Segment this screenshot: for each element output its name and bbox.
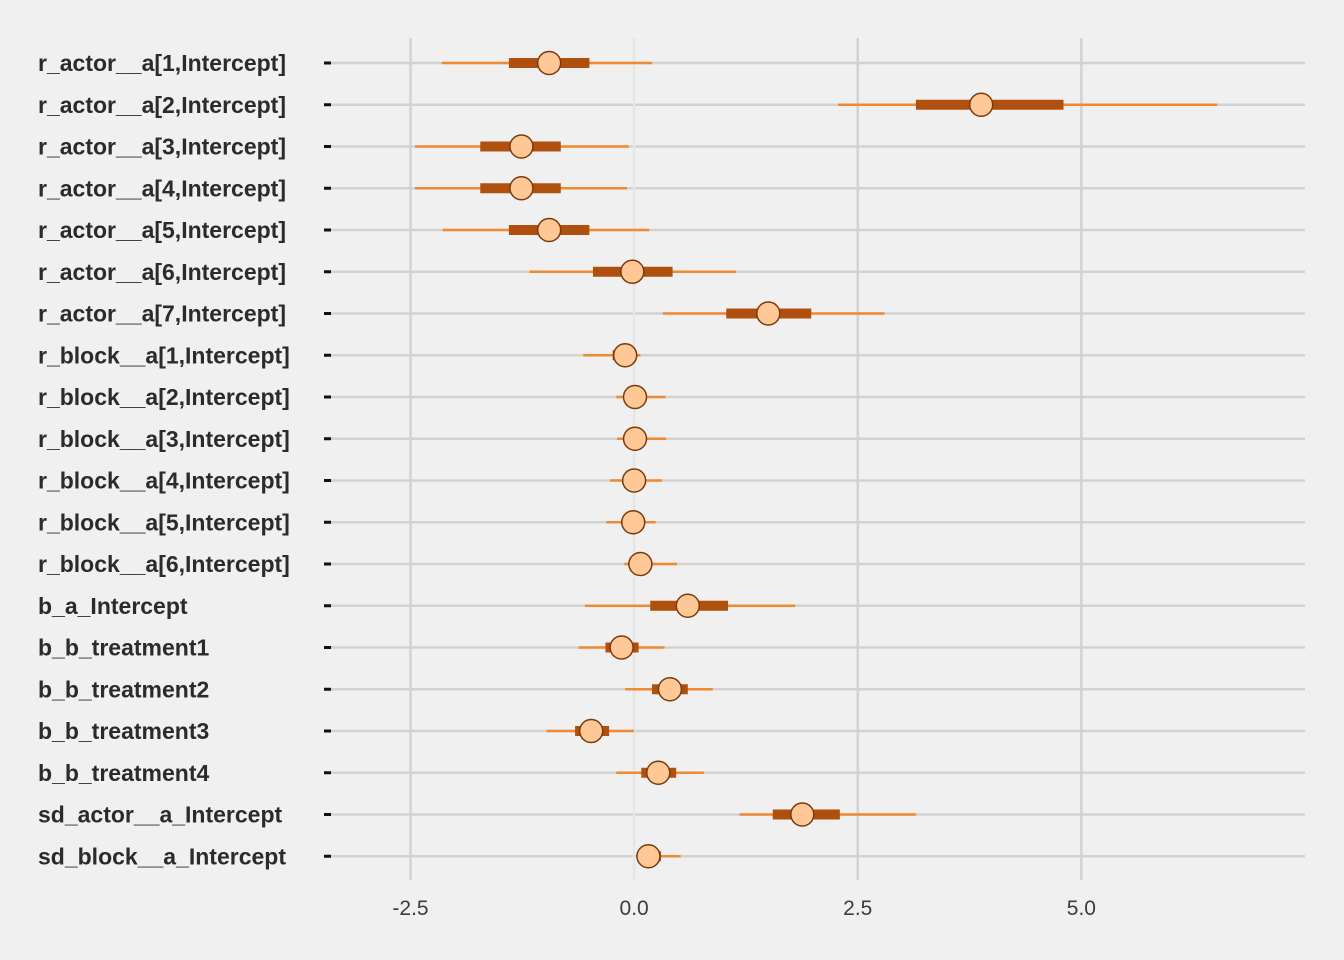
- parameter-label: sd_actor__a_Intercept: [38, 802, 283, 828]
- parameter-label: r_actor__a[3,Intercept]: [38, 134, 286, 160]
- median-point: [636, 844, 661, 869]
- parameter-label: r_actor__a[1,Intercept]: [38, 50, 286, 76]
- parameter-label: r_actor__a[5,Intercept]: [38, 217, 286, 243]
- parameter-label: r_actor__a[2,Intercept]: [38, 92, 286, 118]
- median-point: [509, 176, 534, 201]
- parameter-label: r_block__a[1,Intercept]: [38, 342, 290, 368]
- x-tick-label: 2.5: [843, 897, 872, 920]
- parameter-label: r_block__a[5,Intercept]: [38, 509, 290, 535]
- interval-marks: [414, 50, 1218, 869]
- x-tick-label: 0.0: [620, 897, 649, 920]
- parameter-label: b_b_treatment4: [38, 760, 209, 786]
- median-point: [646, 760, 671, 785]
- median-point: [968, 92, 994, 117]
- parameter-label: r_actor__a[6,Intercept]: [38, 259, 286, 285]
- x-axis: -2.5 0.0 2.5 5.0: [392, 897, 1096, 920]
- median-point: [756, 301, 781, 326]
- parameter-label: sd_block__a_Intercept: [38, 843, 286, 869]
- median-point: [628, 551, 653, 577]
- parameter-labels: r_actor__a[1,Intercept] r_actor__a[2,Inte…: [38, 50, 331, 869]
- median-point: [621, 468, 647, 493]
- median-point: [675, 593, 701, 618]
- median-point: [620, 259, 645, 284]
- parameter-label: r_block__a[4,Intercept]: [38, 468, 290, 494]
- parameter-label: r_block__a[3,Intercept]: [38, 426, 290, 452]
- median-point: [612, 343, 638, 368]
- parameter-label: b_b_treatment1: [38, 635, 209, 661]
- parameter-label: r_actor__a[4,Intercept]: [38, 175, 286, 201]
- median-point: [536, 50, 562, 76]
- parameter-label: b_b_treatment3: [38, 718, 209, 744]
- x-tick-label: 5.0: [1067, 897, 1096, 920]
- parameter-label: b_b_treatment2: [38, 676, 209, 702]
- parameter-label: r_block__a[6,Intercept]: [38, 551, 290, 577]
- median-point: [622, 426, 648, 451]
- median-point: [790, 802, 815, 827]
- x-tick-label: -2.5: [392, 897, 428, 920]
- median-point: [620, 510, 646, 535]
- median-point: [509, 134, 534, 159]
- parameter-label: r_actor__a[7,Intercept]: [38, 301, 286, 327]
- median-point: [609, 635, 634, 660]
- median-point: [657, 677, 683, 702]
- parameter-label: b_a_Intercept: [38, 593, 188, 619]
- median-point: [536, 217, 562, 243]
- median-point: [622, 384, 648, 410]
- median-point: [578, 718, 604, 744]
- parameter-label: r_block__a[2,Intercept]: [38, 384, 290, 410]
